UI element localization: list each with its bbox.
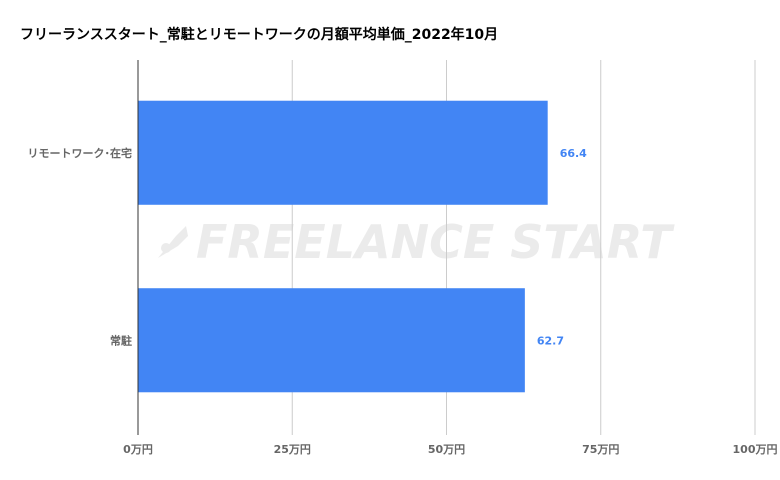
data-label: 62.7 [537, 334, 564, 347]
data-label: 66.4 [560, 147, 587, 160]
category-label: リモートワーク･在宅 [28, 146, 133, 160]
x-tick-label: 75万円 [582, 443, 619, 456]
rocket-logo-icon [158, 226, 188, 258]
x-tick-label: 100万円 [733, 443, 778, 456]
category-label: 常駐 [110, 333, 132, 347]
x-tick-label: 50万円 [428, 443, 465, 456]
bar [138, 288, 525, 393]
watermark: FREELANCE START [158, 215, 675, 269]
bar [138, 100, 548, 205]
chart-title: フリーランススタート_常駐とリモートワークの月額平均単価_2022年10月 [20, 27, 499, 43]
watermark-text: FREELANCE START [196, 215, 675, 269]
bars: 66.4 62.7 [138, 100, 587, 393]
x-tick-label: 0万円 [123, 443, 153, 456]
x-tick-label: 25万円 [274, 443, 311, 456]
